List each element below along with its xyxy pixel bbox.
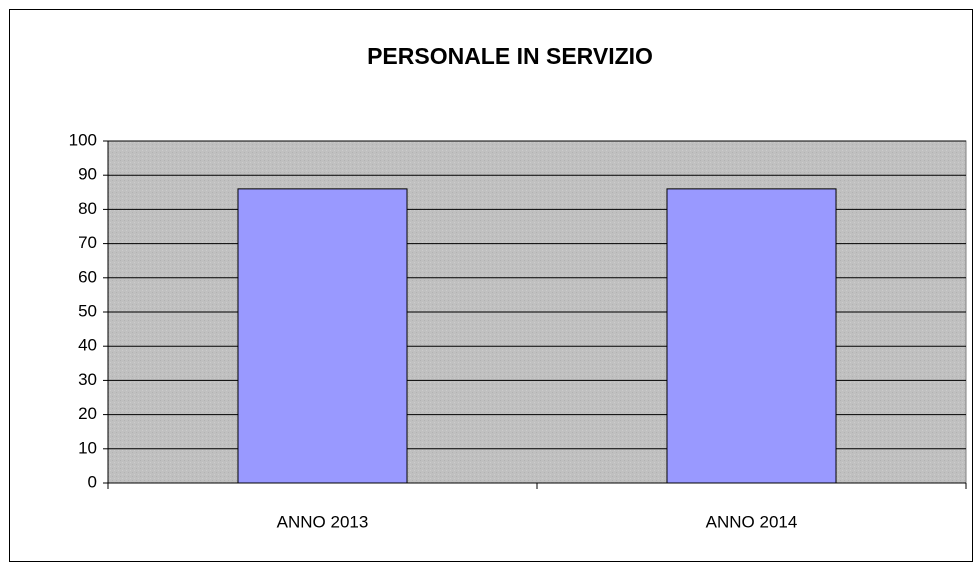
y-tick-label: 80 xyxy=(78,199,97,218)
y-tick-label: 0 xyxy=(88,472,97,491)
y-tick-label: 20 xyxy=(78,404,97,423)
y-tick-label: 60 xyxy=(78,267,97,286)
y-tick-label: 90 xyxy=(78,165,97,184)
bar xyxy=(237,188,408,484)
chart-title: PERSONALE IN SERVIZIO xyxy=(367,43,653,69)
y-tick-label: 70 xyxy=(78,233,97,252)
y-tick-label: 100 xyxy=(69,130,97,149)
y-tick-label: 40 xyxy=(78,336,97,355)
bar xyxy=(666,188,837,484)
y-tick-label: 10 xyxy=(78,438,97,457)
y-tick-label: 50 xyxy=(78,301,97,320)
x-tick-label: ANNO 2014 xyxy=(706,512,798,531)
y-tick-label: 30 xyxy=(78,370,97,389)
x-tick-label: ANNO 2013 xyxy=(277,512,369,531)
